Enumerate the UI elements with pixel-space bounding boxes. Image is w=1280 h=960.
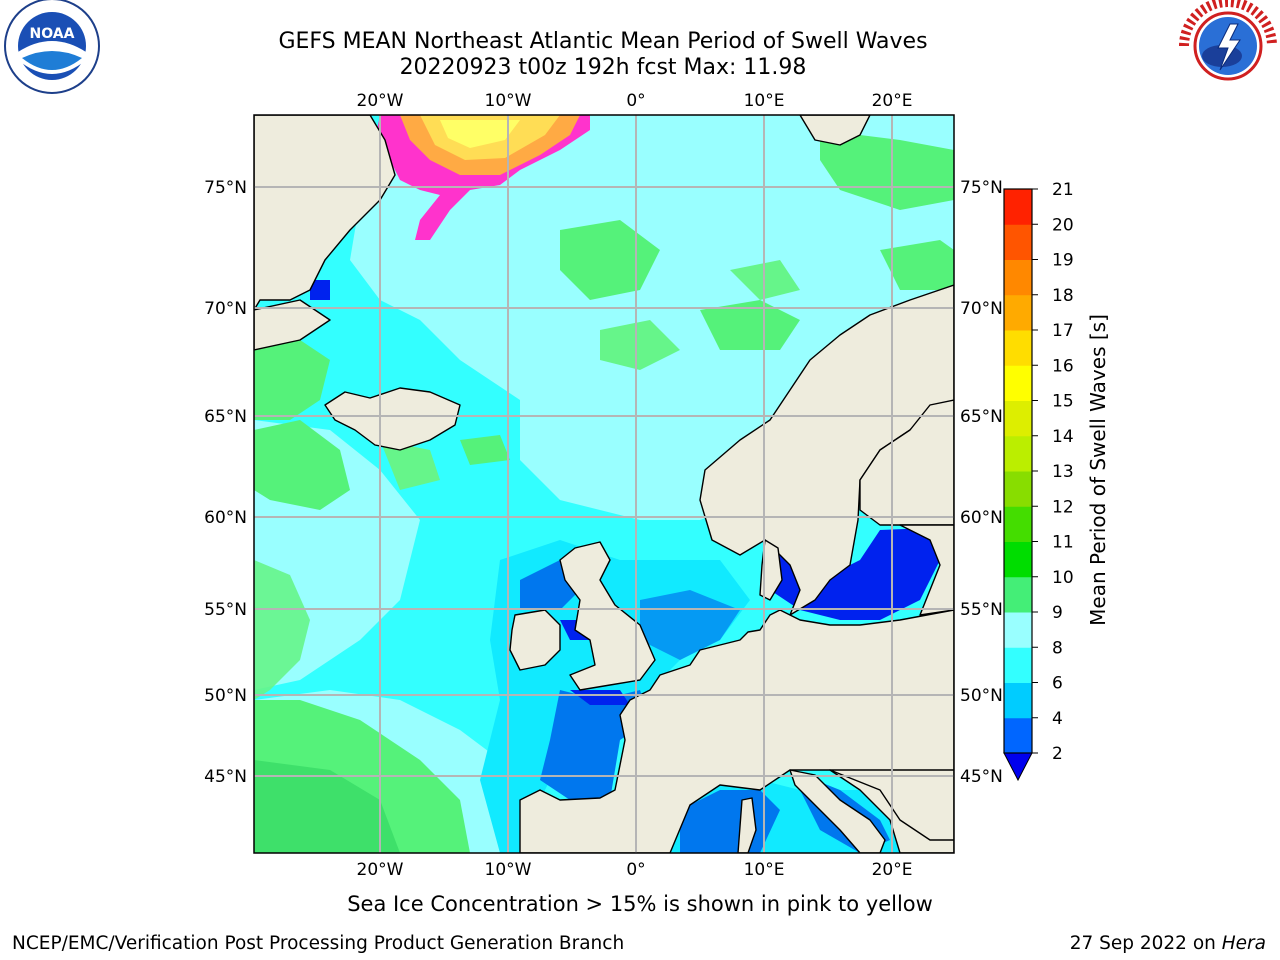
lat-label-left: 75°N xyxy=(204,178,247,198)
colorbar-swatch xyxy=(1004,189,1032,225)
colorbar-tick-label: 9 xyxy=(1052,603,1063,623)
lat-label-right: 65°N xyxy=(960,407,1003,427)
colorbar-swatch xyxy=(1004,259,1032,296)
lon-label-top: 10°W xyxy=(485,91,532,111)
lat-label-left: 45°N xyxy=(204,767,247,787)
lat-label-left: 55°N xyxy=(204,600,247,620)
colorbar-tick-label: 12 xyxy=(1052,497,1074,517)
colorbar-swatch xyxy=(1004,294,1032,331)
lat-label-left: 60°N xyxy=(204,508,247,528)
lon-label-top: 10°E xyxy=(744,91,785,111)
chart-subtitle: 20220923 t00z 192h fcst Max: 11.98 xyxy=(400,55,807,80)
graticule xyxy=(254,115,954,853)
lat-label-right: 70°N xyxy=(960,299,1003,319)
colorbar-tick-label: 20 xyxy=(1052,215,1074,235)
lon-label-top: 20°W xyxy=(357,91,404,111)
sweden-lake xyxy=(859,399,954,526)
sea-ice-note: Sea Ice Concentration > 15% is shown in … xyxy=(347,892,933,916)
iceland xyxy=(324,387,461,451)
colorbar-tick-label: 16 xyxy=(1052,356,1074,376)
jutland xyxy=(759,539,783,601)
colorbar-tick-label: 6 xyxy=(1052,674,1063,694)
colorbar-tick-label: 17 xyxy=(1052,321,1074,341)
colorbar-ticks: 2 4 6 8 9 10 11 12 13 14 15 16 17 18 19 20 21 xyxy=(1032,180,1074,764)
italy xyxy=(789,769,886,853)
colorbar-swatch xyxy=(1004,717,1032,754)
lon-label-bottom: 10°W xyxy=(485,860,532,880)
footer-credit: NCEP/EMC/Verification Post Processing Pr… xyxy=(12,933,624,954)
lat-label-right: 75°N xyxy=(960,178,1003,198)
colorbar-swatch xyxy=(1004,365,1032,401)
colorbar-tick-label: 18 xyxy=(1052,286,1074,306)
ireland xyxy=(509,609,561,671)
lon-label-bottom: 0° xyxy=(626,860,645,880)
chart-title: GEFS MEAN Northeast Atlantic Mean Period… xyxy=(278,29,927,54)
colorbar-tick-label: 14 xyxy=(1052,427,1074,447)
colorbar-tick-label: 15 xyxy=(1052,392,1074,412)
colorbar-swatch xyxy=(1004,682,1032,719)
nws-logo-icon xyxy=(1179,0,1277,94)
noaa-logo-icon: NOAA xyxy=(4,0,100,94)
colorbar-swatch xyxy=(1004,400,1032,437)
colorbar-tick-label: 21 xyxy=(1052,180,1074,200)
lat-label-right: 50°N xyxy=(960,686,1003,706)
lon-label-bottom: 10°E xyxy=(744,860,785,880)
lon-label-top: 20°E xyxy=(872,91,913,111)
lat-label-left: 70°N xyxy=(204,299,247,319)
colorbar: 2 4 6 8 9 10 11 12 13 14 15 16 17 18 19 20 21 Mean Perio… xyxy=(1003,180,1110,782)
colorbar-swatch xyxy=(1004,435,1032,472)
colorbar-swatch xyxy=(1004,471,1032,507)
greenland xyxy=(254,115,396,311)
lon-label-bottom: 20°E xyxy=(872,860,913,880)
colorbar-swatch xyxy=(1004,612,1032,648)
colorbar-swatch xyxy=(1004,576,1032,613)
colorbar-tick-label: 13 xyxy=(1052,462,1074,482)
colorbar-tick-label: 2 xyxy=(1052,744,1063,764)
svalbard xyxy=(799,115,871,146)
greenland-east xyxy=(254,299,331,351)
colorbar-tick-label: 10 xyxy=(1052,568,1074,588)
colorbar-under-arrow xyxy=(1003,752,1033,782)
colorbar-tick-label: 11 xyxy=(1052,533,1074,553)
lon-label-top: 0° xyxy=(626,91,645,111)
map: 20°W 10°W 0° 10°E 20°E 20°W 10°W 0° 10°E… xyxy=(204,91,1003,880)
lat-label-right: 55°N xyxy=(960,600,1003,620)
lat-label-right: 60°N xyxy=(960,508,1003,528)
colorbar-swatches xyxy=(1004,189,1032,754)
colorbar-tick-label: 19 xyxy=(1052,251,1074,271)
corsica-sardinia xyxy=(737,797,757,853)
colorbar-swatch xyxy=(1004,647,1032,683)
colorbar-tick-label: 4 xyxy=(1052,709,1063,729)
footer-date: 27 Sep 2022 on Hera xyxy=(1070,933,1266,954)
map-frame xyxy=(253,114,955,854)
great-britain xyxy=(559,541,656,691)
finland-baltic-east xyxy=(899,524,954,616)
lon-label-bottom: 20°W xyxy=(357,860,404,880)
europe-mainland xyxy=(519,609,954,853)
swell-period-field xyxy=(254,115,954,853)
colorbar-tick-label: 8 xyxy=(1052,638,1063,658)
colorbar-swatch xyxy=(1004,330,1032,366)
colorbar-swatch xyxy=(1004,224,1032,260)
colorbar-swatch xyxy=(1004,541,1032,578)
svg-text:NOAA: NOAA xyxy=(30,26,75,42)
colorbar-swatch xyxy=(1004,506,1032,542)
lat-label-right: 45°N xyxy=(960,767,1003,787)
lat-label-left: 65°N xyxy=(204,407,247,427)
lat-label-left: 50°N xyxy=(204,686,247,706)
colorbar-label: Mean Period of Swell Waves [s] xyxy=(1086,314,1110,626)
